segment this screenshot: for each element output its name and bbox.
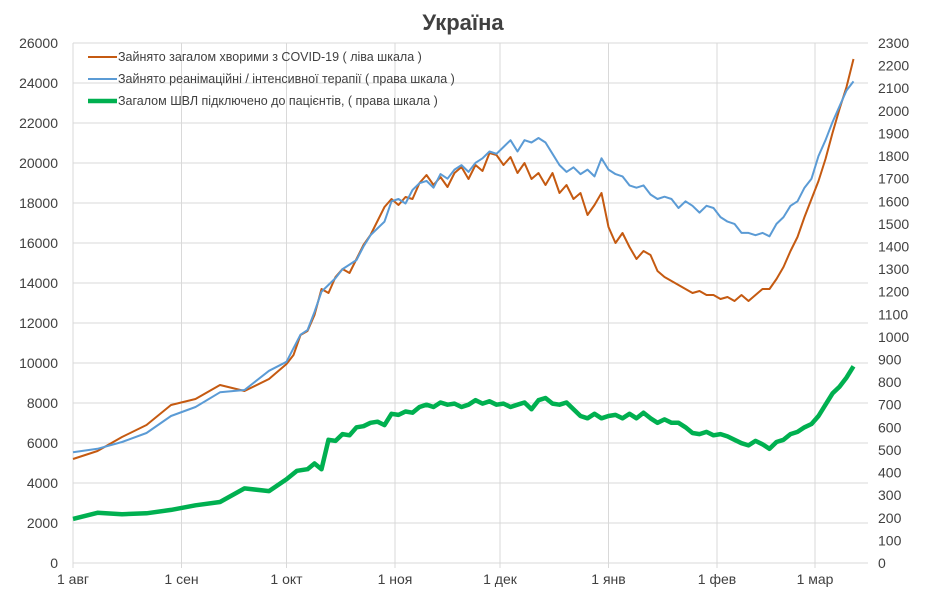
y-right-tick-label: 1700 [878,171,909,187]
series-lines [72,58,856,522]
legend-label: Зайнято реанімаційні / інтенсивної терап… [118,72,455,86]
legend: Зайнято загалом хворими з COVID-19 ( лів… [88,50,455,108]
y-right-tick-label: 500 [878,442,902,458]
chart-title: Україна [422,10,504,35]
y-left-tick-label: 16000 [19,235,58,251]
x-tick-label: 1 ноя [378,571,413,587]
y-right-tick-label: 800 [878,374,902,390]
y-right-tick-label: 1500 [878,216,909,232]
x-tick-label: 1 янв [591,571,625,587]
x-tick-label: 1 мар [797,571,834,587]
y-left-tick-label: 20000 [19,155,58,171]
y-right-tick-label: 100 [878,532,902,548]
y-right-tick-label: 1200 [878,284,909,300]
y-left-tick-label: 26000 [19,35,58,51]
y-right-tick-label: 300 [878,487,902,503]
y-right-tick-label: 2300 [878,35,909,51]
y-right-tick-label: 0 [878,555,886,571]
y-right-tick-label: 2000 [878,103,909,119]
legend-label: Зайнято загалом хворими з COVID-19 ( лів… [118,50,422,64]
series-line-2 [72,80,855,454]
series-line-3 [72,365,856,522]
y-left-tick-label: 0 [50,555,58,571]
x-tick-label: 1 фев [698,571,736,587]
gridlines [72,42,868,568]
y-right-tick-label: 1000 [878,329,909,345]
y-left-tick-label: 18000 [19,195,58,211]
x-tick-label: 1 сен [164,571,198,587]
y-right-tick-label: 1800 [878,148,909,164]
y-left-tick-label: 22000 [19,115,58,131]
y-left-tick-label: 4000 [27,475,58,491]
y-left-tick-label: 10000 [19,355,58,371]
y-right-tick-label: 1400 [878,238,909,254]
y-axis-left: 0 2000 4000 6000 8000 10000 12000 14000 16000 180… [19,35,58,571]
series-line-1 [72,58,855,460]
y-left-tick-label: 12000 [19,315,58,331]
y-left-tick-label: 2000 [27,515,58,531]
y-right-tick-label: 1600 [878,193,909,209]
y-right-tick-label: 2200 [878,58,909,74]
y-right-tick-label: 1900 [878,125,909,141]
y-right-tick-label: 600 [878,419,902,435]
y-right-tick-label: 1100 [878,306,908,322]
x-tick-label: 1 дек [483,571,518,587]
y-right-tick-label: 2100 [878,80,909,96]
legend-label: Загалом ШВЛ підключено до пацієнтів, ( п… [118,94,438,108]
x-tick-label: 1 авг [57,571,89,587]
x-tick-label: 1 окт [270,571,303,587]
x-axis: 1 авг 1 сен 1 окт 1 ноя 1 дек 1 янв 1 фев 1 мар [57,571,834,587]
y-right-tick-label: 1300 [878,261,909,277]
y-left-tick-label: 14000 [19,275,58,291]
y-left-tick-label: 8000 [27,395,58,411]
y-right-tick-label: 900 [878,352,902,368]
y-right-tick-label: 200 [878,510,902,526]
y-right-tick-label: 700 [878,397,902,413]
y-right-tick-label: 400 [878,465,902,481]
y-left-tick-label: 6000 [27,435,58,451]
y-left-tick-label: 24000 [19,75,58,91]
y-axis-right: 0 100 200 300 400 500 600 700 800 900 1000 1100 1200… [878,35,909,571]
